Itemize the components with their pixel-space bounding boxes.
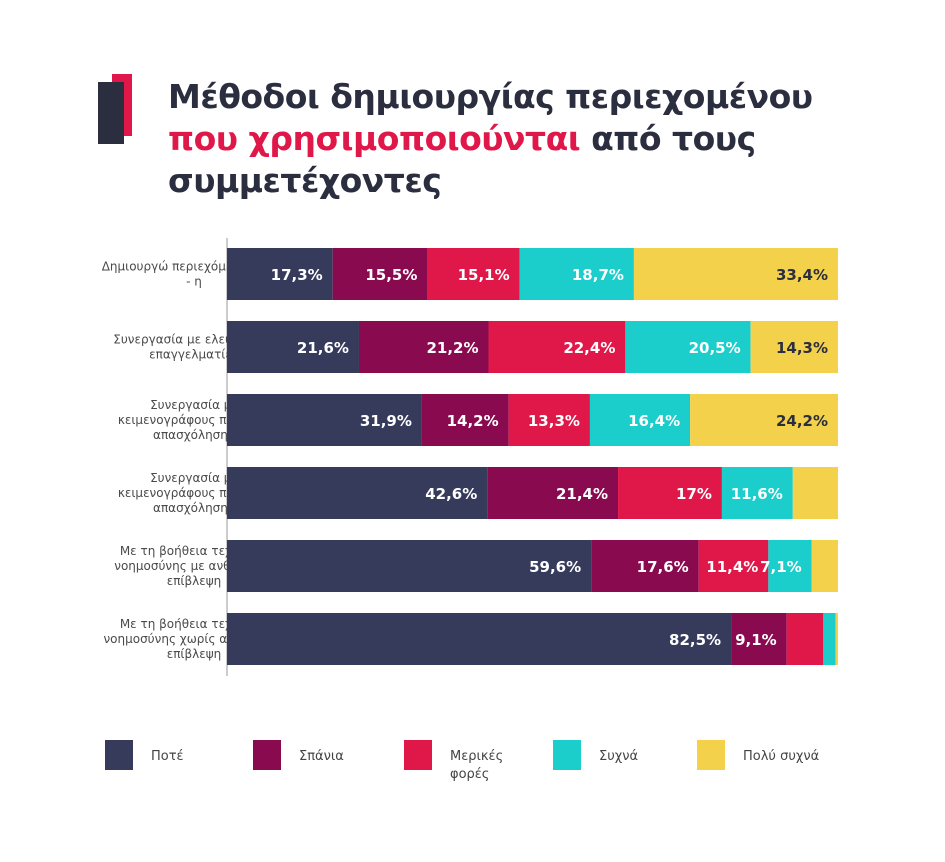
bar-segment (519, 248, 634, 300)
data-label: 31,9% (360, 412, 412, 430)
logo-dark-block (98, 82, 124, 144)
bar-segment (508, 394, 590, 446)
bar-segment (823, 613, 836, 665)
bar-segment (227, 467, 488, 519)
data-label: 22,4% (563, 339, 615, 357)
data-label: 20,5% (689, 339, 741, 357)
data-label: 18,7% (572, 266, 624, 284)
data-label: 17% (676, 485, 712, 503)
legend-label: Σπάνια (299, 749, 344, 764)
data-label: 15,1% (458, 266, 510, 284)
bar-segment (750, 321, 838, 373)
legend-label: Πολύ συχνά (743, 749, 820, 764)
data-label: 42,6% (425, 485, 477, 503)
data-label: 59,6% (529, 558, 581, 576)
data-label: 9,1% (735, 631, 777, 649)
data-label: 17,3% (271, 266, 323, 284)
bar-segment (358, 321, 489, 373)
bar-segment (589, 394, 691, 446)
data-label: 33,4% (776, 266, 828, 284)
bar-segment (731, 613, 787, 665)
bar-segment (421, 394, 509, 446)
data-label: 14,2% (447, 412, 499, 430)
bar-segment (227, 321, 359, 373)
legend-swatch (697, 740, 725, 770)
bar-segment (625, 321, 751, 373)
bar-segment (591, 540, 699, 592)
data-label: 17,6% (637, 558, 689, 576)
bar-segment (488, 321, 626, 373)
data-label: 11,6% (731, 485, 783, 503)
stacked-bar-chart: Δημιουργώ περιεχόμενο μόνος - η 17,3% 15,5%… (102, 238, 838, 676)
legend-label: Ποτέ (151, 749, 184, 764)
bar-segment (835, 613, 838, 665)
legend-swatch (105, 740, 133, 770)
bar-segment (227, 540, 592, 592)
data-label: 7,1% (760, 558, 802, 576)
legend-swatch (253, 740, 281, 770)
legend-item: Ποτέ (105, 740, 231, 770)
bar-segment (618, 467, 722, 519)
title-part-2: από τους συμμετέχοντες (168, 119, 756, 200)
bar-segment (690, 394, 838, 446)
legend-swatch (553, 740, 581, 770)
data-label: 82,5% (669, 631, 721, 649)
bar-segment (332, 248, 428, 300)
data-label: 21,2% (426, 339, 478, 357)
legend-swatch (404, 740, 432, 770)
legend-item: Σπάνια (253, 740, 379, 770)
bar-segment (427, 248, 520, 300)
bar-segment (633, 248, 838, 300)
data-label: 14,3% (776, 339, 828, 357)
bar-segment (698, 540, 769, 592)
bar-segment (792, 467, 838, 519)
data-label: 16,4% (628, 412, 680, 430)
data-label: 11,4% (706, 558, 758, 576)
bar-segment (227, 248, 333, 300)
data-label: 21,6% (297, 339, 349, 357)
chart-legend: Ποτέ Σπάνια Μερικές φορές Συχνά Πολύ συχνά (0, 740, 945, 800)
title-highlight: που χρησιμοποιούνται (168, 119, 581, 158)
legend-label: Μερικές φορές (450, 749, 504, 782)
bar-segment (227, 394, 422, 446)
legend-item: Πολύ συχνά (697, 740, 823, 770)
bar-segment (487, 467, 619, 519)
data-label: 24,2% (776, 412, 828, 430)
data-label: 15,5% (365, 266, 417, 284)
brand-logo (98, 74, 132, 144)
data-label: 13,3% (528, 412, 580, 430)
bar-segment (768, 540, 812, 592)
legend-item: Μερικές φορές (404, 740, 530, 784)
bar-segment (811, 540, 838, 592)
chart-title: Μέθοδοι δημιουργίας περιεχομένου που χρη… (168, 76, 888, 202)
bar-segment (227, 613, 732, 665)
bar-segment (786, 613, 824, 665)
legend-label: Συχνά (599, 749, 639, 764)
data-label: 21,4% (556, 485, 608, 503)
bar-segment (721, 467, 793, 519)
title-part-1: Μέθοδοι δημιουργίας περιεχομένου (168, 77, 813, 116)
legend-item: Συχνά (553, 740, 679, 770)
